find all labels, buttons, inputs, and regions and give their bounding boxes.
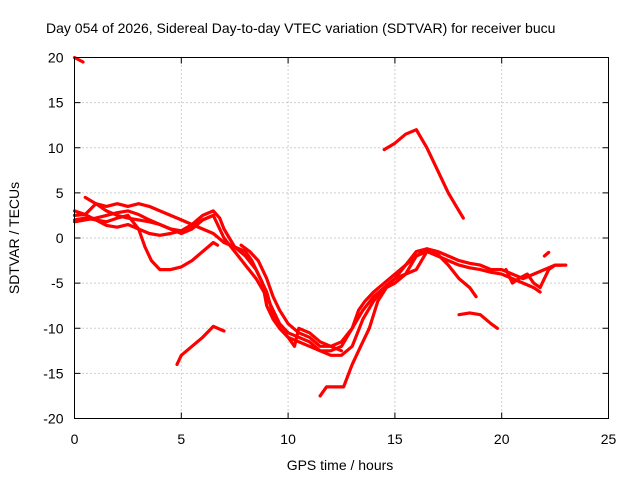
y-tick-label: -20 [43, 411, 63, 427]
series-trace-11 [457, 311, 499, 330]
grid-lines [74, 57, 609, 419]
y-tick-label: -5 [51, 275, 64, 291]
y-tick-label: -10 [43, 320, 63, 336]
series-trace-4 [72, 202, 429, 348]
y-tick-label: 10 [48, 140, 64, 156]
x-axis-ticks: 0 5 10 15 20 25 [71, 57, 617, 447]
series-trace-8 [239, 243, 344, 353]
x-tick-label: 20 [494, 431, 510, 447]
x-tick-label: 15 [387, 431, 403, 447]
series-trace-6 [72, 213, 220, 272]
x-axis-label: GPS time / hours [287, 457, 394, 473]
x-tick-label: 25 [601, 431, 617, 447]
y-tick-label: 5 [56, 185, 64, 201]
y-tick-label: 0 [56, 230, 64, 246]
series-trace-13 [542, 250, 551, 258]
y-axis-ticks: 20 15 10 5 0 -5 -10 -15 -20 [43, 50, 609, 427]
x-tick-label: 10 [280, 431, 296, 447]
series-trace-2 [72, 209, 564, 353]
x-tick-label: 5 [177, 431, 185, 447]
series-trace-10 [382, 128, 465, 220]
y-tick-label: 20 [48, 50, 64, 66]
y-tick-label: 15 [48, 95, 64, 111]
series-trace-12 [504, 263, 568, 290]
series-trace-9 [318, 249, 478, 398]
series-trace-5 [83, 195, 215, 233]
series-trace-1 [72, 55, 85, 64]
x-tick-label: 0 [71, 431, 79, 447]
chart-title: Day 054 of 2026, Sidereal Day-to-day VTE… [46, 20, 555, 36]
y-axis-label: SDTVAR / TECUs [6, 182, 22, 294]
y-tick-label: -15 [43, 365, 63, 381]
series-trace-7 [175, 324, 226, 366]
series-group [72, 55, 568, 398]
